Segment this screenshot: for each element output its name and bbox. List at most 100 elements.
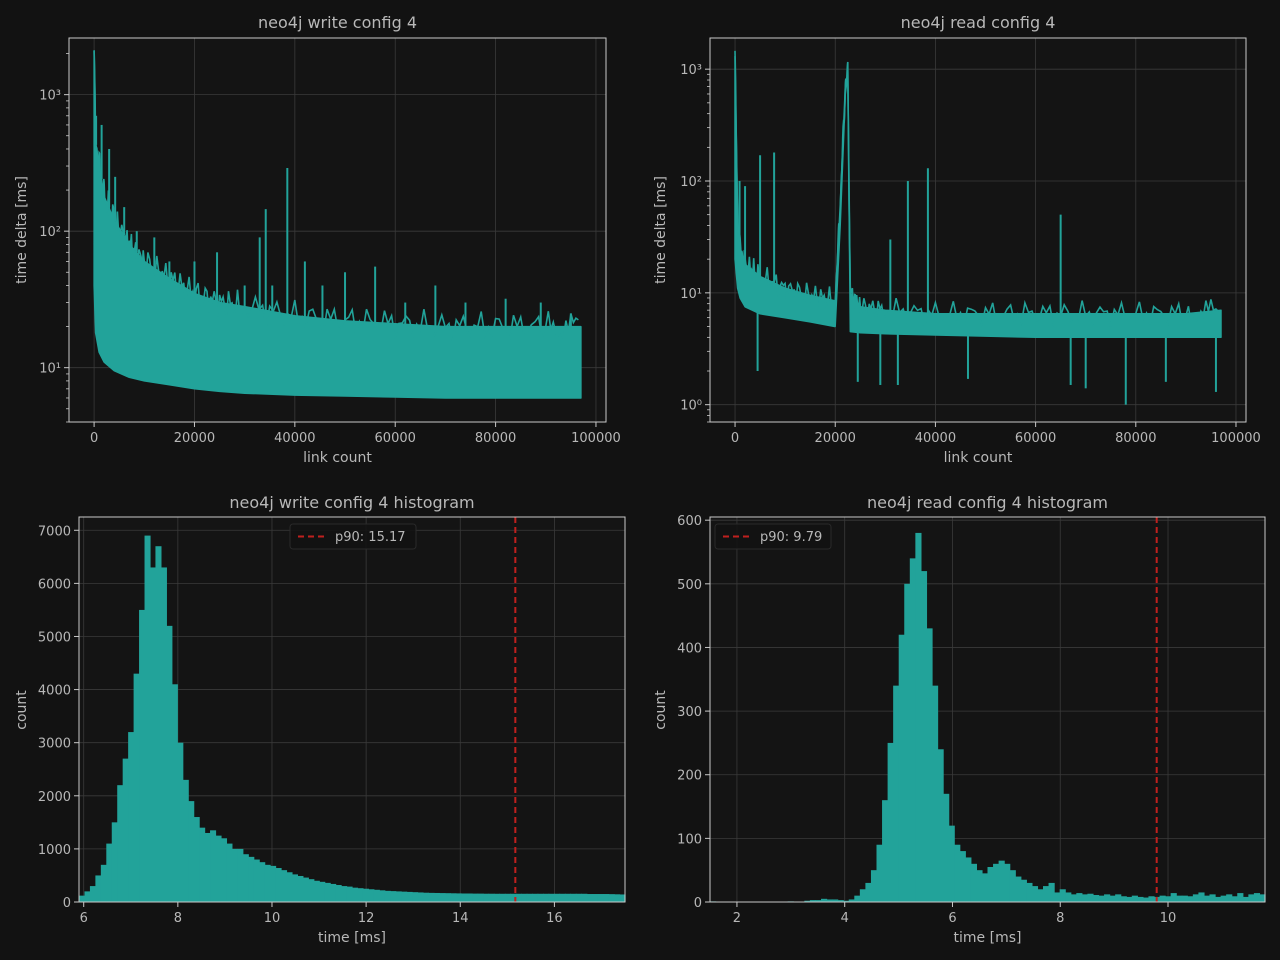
x-tick-label: 40000 bbox=[915, 431, 956, 446]
y-tick-label: 4000 bbox=[38, 684, 71, 699]
histogram-bar bbox=[1215, 896, 1222, 902]
histogram-bar bbox=[1109, 895, 1116, 902]
histogram-bar bbox=[1242, 896, 1249, 902]
histogram-bar bbox=[352, 887, 359, 902]
legend-box bbox=[714, 523, 832, 550]
histogram-bar bbox=[1037, 889, 1044, 902]
histogram-bar bbox=[1142, 897, 1150, 902]
histogram-bar bbox=[804, 900, 811, 902]
x-tick-label: 60000 bbox=[1015, 431, 1056, 446]
histogram-bar bbox=[948, 825, 955, 902]
x-tick-label: 12 bbox=[358, 911, 375, 926]
histogram-bar bbox=[1253, 893, 1261, 902]
x-tick-label: 4 bbox=[841, 911, 849, 926]
x-tick-label: 40000 bbox=[274, 431, 315, 446]
x-tick-label: 20000 bbox=[174, 431, 215, 446]
histogram-bar bbox=[1192, 894, 1199, 902]
x-axis-label: time [ms] bbox=[954, 930, 1022, 946]
histogram-bar bbox=[932, 685, 939, 902]
y-tick-label: 100 bbox=[677, 832, 702, 847]
histogram-bar bbox=[1054, 892, 1061, 902]
histogram-bar bbox=[428, 892, 435, 902]
histogram-bar bbox=[291, 874, 298, 902]
axes: 0 20000 40000 60000 80000 100000 10¹ 10² 10³ bbox=[39, 37, 621, 446]
x-axis-label: link count bbox=[944, 450, 1013, 466]
x-tick-label: 60000 bbox=[375, 431, 416, 446]
histogram-bar bbox=[1226, 894, 1233, 902]
y-tick-label: 2000 bbox=[38, 790, 71, 805]
histogram-bar bbox=[887, 742, 894, 902]
histogram-bar bbox=[837, 900, 844, 902]
histogram-bar bbox=[384, 890, 391, 902]
histogram-bar bbox=[537, 893, 544, 902]
histogram-bar bbox=[904, 583, 911, 902]
histogram-bar bbox=[1220, 895, 1227, 902]
histogram-bar bbox=[581, 893, 588, 902]
series-upper-edge bbox=[734, 50, 1219, 328]
histogram-bar bbox=[1020, 879, 1027, 902]
histogram-bar bbox=[133, 673, 140, 902]
histogram-bar bbox=[1009, 870, 1016, 902]
histogram-bar bbox=[1031, 886, 1039, 902]
series-group bbox=[734, 50, 1222, 405]
histogram-bar bbox=[865, 882, 872, 902]
histogram-bar bbox=[614, 894, 621, 902]
histogram-bar bbox=[188, 801, 195, 902]
histogram-bar bbox=[603, 894, 610, 902]
chart-title: neo4j write config 4 bbox=[258, 13, 417, 32]
y-tick-label: 200 bbox=[677, 769, 702, 784]
histogram-bar bbox=[993, 863, 1000, 902]
histogram-bar bbox=[1203, 895, 1211, 902]
histogram-bar bbox=[450, 893, 457, 902]
histogram-bar bbox=[341, 886, 348, 902]
histogram-bar bbox=[330, 883, 337, 902]
histogram-bar bbox=[226, 843, 233, 902]
y-tick-label: 6000 bbox=[38, 577, 71, 592]
histogram-bar bbox=[554, 893, 561, 902]
y-tick-label: 10³ bbox=[39, 89, 61, 104]
histogram-bar bbox=[526, 893, 533, 902]
histogram-bar bbox=[499, 893, 506, 902]
histogram-bar bbox=[177, 742, 184, 902]
histogram-bar bbox=[335, 885, 342, 902]
y-tick-label: 10⁰ bbox=[680, 399, 702, 414]
plot-frame bbox=[68, 37, 607, 423]
histogram-bar bbox=[477, 893, 484, 902]
histogram-bar bbox=[84, 891, 91, 902]
histogram-bar bbox=[275, 868, 282, 902]
histogram-bar bbox=[466, 893, 473, 902]
y-tick-label: 7000 bbox=[38, 524, 71, 539]
y-axis-label: time delta [ms] bbox=[653, 176, 669, 284]
histogram-bar bbox=[564, 893, 571, 902]
histogram-bar bbox=[1043, 886, 1050, 902]
histogram-bar bbox=[171, 684, 178, 902]
histogram-bar bbox=[597, 894, 604, 902]
grid bbox=[710, 38, 1246, 422]
histogram-bar bbox=[876, 844, 883, 902]
histogram-bar bbox=[237, 848, 244, 902]
x-tick-label: 80000 bbox=[1115, 431, 1156, 446]
histogram-bar bbox=[965, 857, 972, 902]
histogram-bar bbox=[302, 877, 309, 902]
histogram-bar bbox=[843, 900, 850, 902]
histogram-bar bbox=[959, 851, 966, 902]
panel-read-histogram: neo4j read config 4 histogram time [ms] … bbox=[653, 493, 1266, 946]
histogram-bar bbox=[122, 758, 129, 902]
histogram-bar bbox=[1137, 896, 1144, 902]
histogram-bar bbox=[401, 891, 408, 902]
histogram-bar bbox=[1065, 892, 1072, 902]
y-axis-label: count bbox=[14, 690, 30, 730]
histogram-bar bbox=[160, 567, 167, 902]
histogram-bar bbox=[1187, 896, 1194, 902]
histogram-bar bbox=[1048, 882, 1055, 902]
histogram-bar bbox=[1148, 896, 1155, 902]
histogram-bar bbox=[976, 870, 983, 902]
histogram-bar bbox=[220, 838, 228, 902]
histogram-bar bbox=[1015, 876, 1022, 902]
histogram-bar bbox=[608, 894, 615, 902]
histogram-bar bbox=[1181, 895, 1188, 902]
histogram-bar bbox=[1126, 896, 1133, 902]
y-tick-label: 10² bbox=[39, 225, 61, 240]
y-tick-label: 10³ bbox=[680, 63, 702, 78]
y-axis-label: time delta [ms] bbox=[14, 176, 30, 284]
